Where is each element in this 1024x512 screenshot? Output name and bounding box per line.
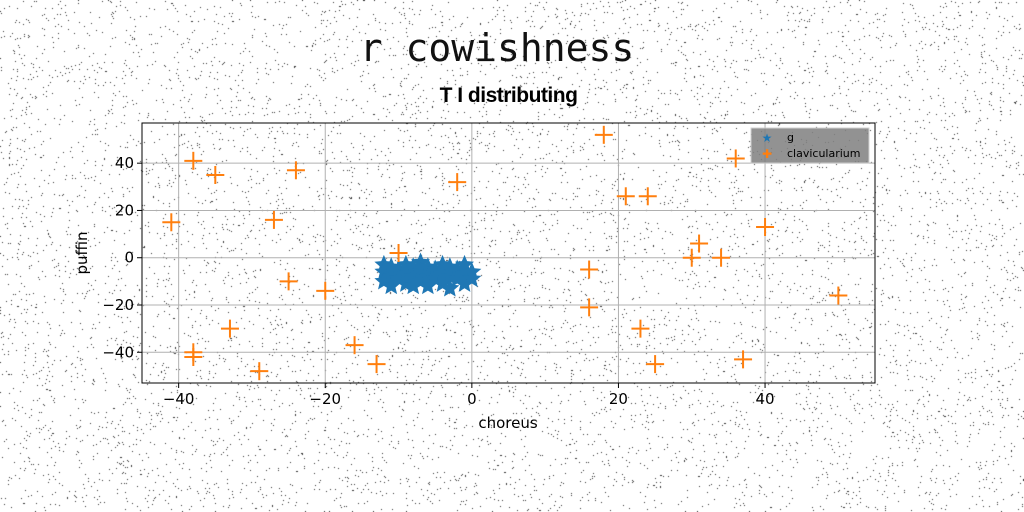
legend-entry-g: g: [787, 131, 794, 144]
y-tick-label: −40: [102, 343, 134, 361]
plot-frame: [141, 122, 876, 384]
data-series: [162, 125, 848, 381]
data-point-star: [455, 273, 475, 292]
data-point-plus: [682, 248, 701, 267]
legend-plus-icon: ✚: [762, 147, 772, 161]
legend-box: [750, 127, 870, 164]
x-tick-label: 40: [756, 390, 775, 408]
chart-title: T I distributing: [439, 84, 578, 107]
legend-star-icon: ★: [762, 131, 773, 145]
data-point-plus: [184, 151, 203, 170]
y-tick-label: 20: [115, 201, 134, 219]
legend: ★ g ✚ clavicularium: [750, 127, 870, 164]
y-tick-label: −20: [102, 296, 134, 314]
data-point-plus: [220, 319, 239, 338]
data-point-plus: [712, 248, 731, 267]
data-point-star: [418, 276, 438, 295]
y-tick-label: 40: [115, 154, 134, 172]
data-point-plus: [162, 213, 181, 232]
data-point-plus: [829, 286, 848, 305]
data-point-plus: [184, 348, 203, 366]
figure-suptitle: r cowishness: [359, 26, 635, 70]
x-tick-label: −20: [309, 390, 341, 408]
y-axis-label: puffin: [73, 231, 91, 274]
x-tick-label: 20: [609, 390, 628, 408]
data-point-plus: [448, 173, 467, 192]
data-point-plus: [580, 260, 599, 279]
data-point-plus: [616, 187, 635, 206]
data-point-plus: [279, 272, 298, 291]
data-point-plus: [690, 234, 709, 253]
data-point-plus: [367, 355, 386, 374]
data-point-star: [462, 269, 482, 288]
data-point-plus: [389, 244, 408, 262]
data-point-plus: [594, 125, 613, 144]
data-point-plus: [206, 166, 225, 184]
data-point-plus: [631, 319, 650, 338]
data-point-star: [403, 276, 423, 295]
x-tick-label: −40: [163, 390, 195, 408]
data-point-plus: [580, 298, 599, 317]
data-point-plus: [726, 149, 745, 168]
data-point-plus: [756, 218, 775, 236]
x-tick-label: 0: [467, 390, 477, 408]
data-point-plus: [345, 336, 364, 355]
data-point-star: [440, 278, 460, 297]
data-point-plus: [734, 350, 753, 369]
axis-ticks: −40 −20 0 20 40 −40 −20 0 20 40: [102, 154, 774, 408]
data-point-star: [381, 276, 401, 295]
y-tick-label: 0: [124, 249, 134, 267]
data-point-plus: [316, 281, 335, 300]
x-axis-label: choreus: [478, 414, 538, 432]
data-point-plus: [638, 187, 657, 206]
data-point-plus: [646, 355, 665, 374]
legend-entry-clavicularium: clavicularium: [787, 147, 861, 160]
data-point-plus: [250, 362, 269, 381]
data-point-plus: [286, 161, 305, 180]
data-point-plus: [264, 210, 283, 229]
